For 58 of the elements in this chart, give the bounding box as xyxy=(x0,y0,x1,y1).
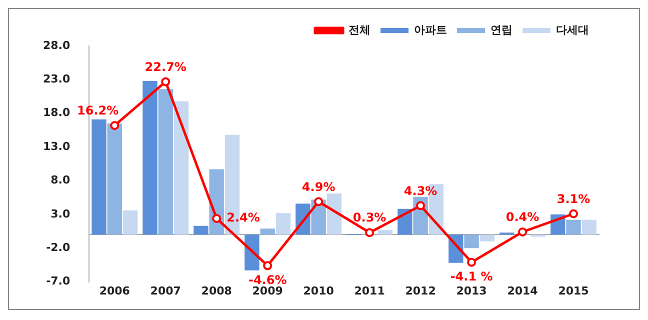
point xyxy=(518,227,528,236)
bar xyxy=(158,89,173,235)
bar xyxy=(194,226,208,235)
x-tick-label: 2009 xyxy=(252,284,283,298)
bar xyxy=(566,220,581,235)
data-label: 0.3% xyxy=(352,210,386,225)
bar xyxy=(276,213,291,235)
bar xyxy=(92,119,106,235)
x-tick-label: 2014 xyxy=(507,284,538,298)
point xyxy=(212,214,222,223)
data-label: 3.1% xyxy=(556,192,590,206)
point xyxy=(569,209,578,218)
legend-label: 다세대 xyxy=(556,23,589,36)
point xyxy=(263,261,272,270)
bar xyxy=(260,228,275,235)
y-tick-label: 18.0 xyxy=(43,106,70,120)
point xyxy=(161,77,170,86)
point xyxy=(416,201,426,210)
bar xyxy=(326,194,342,235)
bar xyxy=(122,210,138,235)
x-tick-label: 2015 xyxy=(558,284,589,298)
y-tick-label: 13.0 xyxy=(43,140,70,153)
data-label: -4.1 % xyxy=(450,269,493,284)
data-label: 2.4% xyxy=(226,210,260,225)
bar xyxy=(378,230,393,235)
data-label: 22.7% xyxy=(144,60,186,74)
point xyxy=(314,197,324,206)
x-tick-label: 2010 xyxy=(303,284,334,298)
point xyxy=(110,121,120,130)
y-tick-label: -7.0 xyxy=(46,274,70,288)
y-tick-label: 23.0 xyxy=(43,72,70,86)
bar xyxy=(174,101,189,235)
data-label: 4.9% xyxy=(302,180,336,194)
y-tick-label: 28.0 xyxy=(43,38,70,52)
data-label: -4.6% xyxy=(248,272,287,287)
bar xyxy=(480,234,495,242)
data-label: 0.4% xyxy=(506,210,540,224)
y-tick-label: 8.0 xyxy=(50,174,70,187)
legend-label: 연립 xyxy=(490,23,512,36)
point xyxy=(365,228,374,238)
legend-label: 아파트 xyxy=(414,23,447,36)
data-label: 16.2% xyxy=(76,104,119,118)
bar xyxy=(582,220,596,235)
y-tick-label: 3.0 xyxy=(50,207,70,220)
bar xyxy=(464,234,479,248)
bar xyxy=(244,234,260,270)
x-tick-label: 2012 xyxy=(405,284,436,298)
x-tick-label: 2007 xyxy=(150,284,181,298)
x-tick-label: 2006 xyxy=(99,284,130,298)
y-tick-label: -2.0 xyxy=(46,240,70,254)
bar xyxy=(107,123,122,235)
x-tick-label: 2013 xyxy=(456,284,487,298)
x-tick-label: 2008 xyxy=(201,284,232,298)
point xyxy=(467,258,476,267)
data-label: 4.3% xyxy=(404,184,438,198)
x-tick-label: 2011 xyxy=(354,284,385,298)
legend-label: 전체 xyxy=(348,23,370,36)
bar xyxy=(142,81,158,235)
